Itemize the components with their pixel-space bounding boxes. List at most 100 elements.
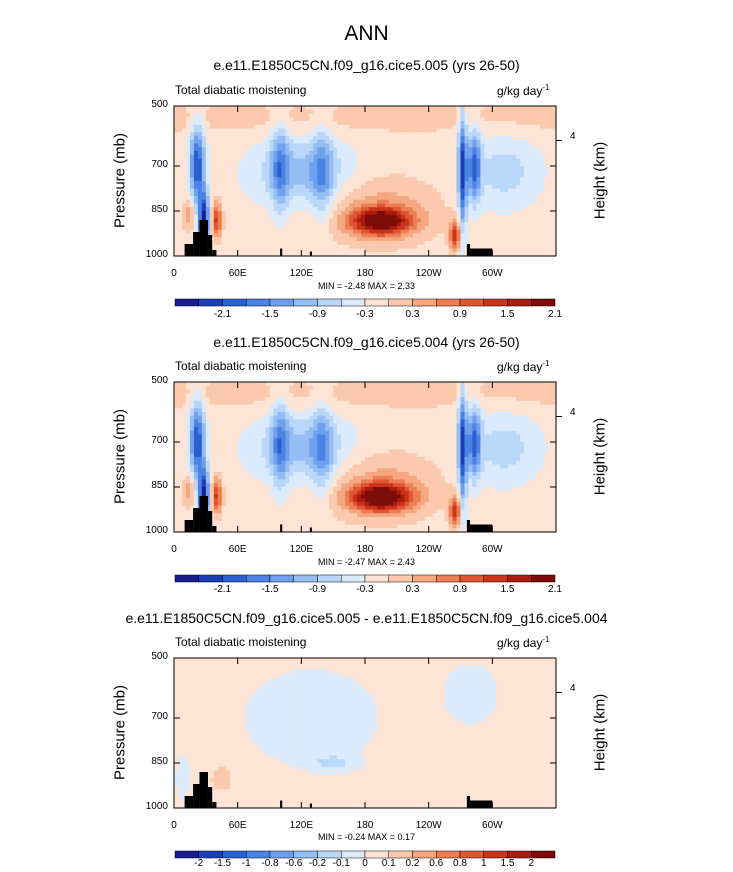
field-cell	[281, 132, 287, 137]
field-cell	[500, 147, 505, 152]
field-cell	[468, 106, 474, 111]
field-cell	[233, 124, 239, 130]
field-cell	[476, 154, 481, 160]
field-cell	[376, 147, 382, 152]
field-cell	[396, 203, 402, 208]
field-cell	[329, 143, 334, 148]
field-cell	[404, 143, 410, 148]
field-cell	[305, 233, 310, 238]
field-cell	[452, 385, 458, 391]
field-cell	[213, 151, 219, 156]
field-cell	[257, 393, 263, 398]
field-cell	[217, 233, 223, 238]
field-cell	[317, 423, 322, 428]
field-cell	[197, 181, 203, 186]
field-cell	[448, 203, 454, 208]
field-cell	[365, 132, 370, 137]
field-cell	[245, 211, 251, 216]
field-cell	[384, 121, 390, 126]
field-cell	[392, 211, 398, 216]
field-cell	[289, 136, 294, 141]
field-cell	[309, 147, 314, 152]
field-cell	[508, 151, 513, 156]
field-cell	[516, 226, 521, 231]
field-cell	[189, 132, 195, 137]
field-cell	[253, 385, 259, 391]
field-cell	[424, 252, 430, 257]
field-cell	[201, 143, 207, 148]
field-cell	[329, 113, 334, 118]
field-cell	[540, 222, 545, 227]
field-cell	[540, 196, 545, 201]
field-cell	[480, 397, 485, 402]
field-cell	[321, 143, 326, 148]
colorbar-cell	[317, 298, 342, 307]
field-cell	[345, 199, 350, 205]
field-cell	[305, 415, 310, 421]
field-cell	[277, 408, 283, 413]
field-cell	[285, 419, 290, 424]
field-cell	[404, 109, 410, 115]
field-cell	[253, 132, 259, 137]
field-cell	[484, 166, 489, 171]
field-cell	[508, 229, 513, 235]
field-cell	[269, 244, 275, 250]
field-cell	[396, 412, 402, 417]
field-cell	[408, 199, 414, 205]
field-cell	[269, 117, 275, 122]
field-cell	[321, 252, 326, 257]
field-cell	[472, 136, 478, 141]
field-cell	[496, 177, 501, 182]
field-cell	[345, 113, 350, 118]
field-cell	[472, 154, 478, 160]
field-cell	[333, 181, 338, 186]
field-cell	[460, 389, 466, 394]
field-cell	[440, 109, 446, 115]
field-cell	[313, 117, 318, 122]
field-cell	[384, 177, 390, 182]
field-cell	[249, 408, 255, 413]
field-cell	[277, 237, 283, 242]
field-cell	[420, 109, 426, 115]
field-cell	[420, 389, 426, 394]
field-cell	[321, 109, 326, 115]
field-cell	[400, 248, 406, 253]
field-cell	[345, 214, 350, 220]
field-cell	[492, 154, 497, 160]
field-cell	[197, 423, 203, 428]
field-cell	[448, 218, 454, 223]
field-cell	[365, 248, 370, 253]
field-cell	[512, 412, 517, 417]
field-cell	[524, 382, 529, 387]
field-cell	[225, 147, 231, 152]
field-cell	[520, 248, 525, 253]
field-cell	[197, 415, 203, 421]
field-cell	[532, 419, 537, 424]
field-cell	[357, 139, 362, 145]
field-cell	[185, 412, 191, 417]
field-cell	[488, 139, 493, 145]
field-cell	[245, 173, 251, 178]
field-cell	[408, 124, 414, 130]
field-cell	[432, 248, 438, 253]
field-cell	[313, 389, 318, 394]
field-cell	[349, 226, 354, 231]
field-cell	[205, 117, 211, 122]
field-cell	[536, 192, 541, 197]
field-cell	[221, 173, 227, 178]
field-cell	[508, 218, 513, 223]
field-cell	[221, 117, 227, 122]
field-cell	[508, 400, 513, 406]
field-cell	[488, 237, 493, 242]
field-cell	[488, 132, 493, 137]
field-cell	[174, 419, 179, 424]
field-cell	[345, 106, 350, 111]
field-cell	[544, 248, 549, 253]
field-cell	[368, 188, 374, 193]
field-cell	[289, 389, 294, 394]
field-cell	[341, 415, 346, 421]
field-cell	[193, 117, 199, 122]
field-cell	[544, 218, 549, 223]
field-cell	[357, 385, 362, 391]
field-cell	[400, 214, 406, 220]
